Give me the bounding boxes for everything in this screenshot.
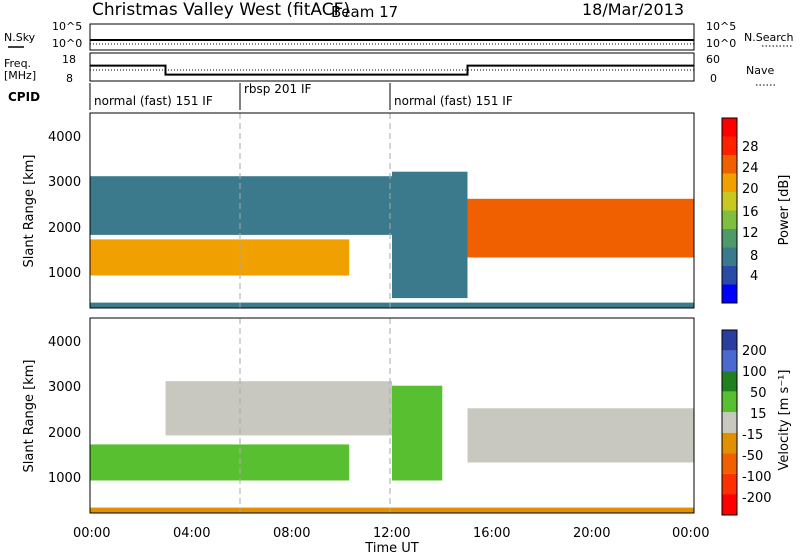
power-cbar-label: Power [dB] xyxy=(777,175,792,246)
velocity-heatmap xyxy=(90,318,694,513)
vel-cbar-cell xyxy=(722,330,737,351)
vel-cbar-tick-100: 100 xyxy=(742,365,767,380)
vel-cbar-cell xyxy=(722,473,737,495)
velocity-y-ticks: 4000 3000 2000 1000 xyxy=(48,335,81,486)
vel-cbar-cell xyxy=(722,412,737,433)
power-cbar-cell xyxy=(722,173,737,192)
x-axis-label: Time UT xyxy=(364,541,418,554)
power-ytick-1000: 1000 xyxy=(48,266,81,281)
velocity-band-2 xyxy=(392,385,443,481)
velocity-colorbar: 200 100 50 15 -15 -50 -100 -200 Velocity… xyxy=(721,329,792,516)
power-cbar-tick-8: 8 xyxy=(750,249,758,264)
noise-sky-label: N.Sky xyxy=(4,31,36,44)
power-cbar-tick-24: 24 xyxy=(742,161,759,176)
power-ytick-2000: 2000 xyxy=(48,221,81,236)
xtick-0000: 00:00 xyxy=(73,526,110,541)
power-cbar-cell xyxy=(722,266,737,285)
power-band-3 xyxy=(467,198,694,258)
freq-left-tick-bottom: 8 xyxy=(66,72,73,85)
vel-cbar-tick-m50: -50 xyxy=(742,449,763,464)
noise-search-label: N.Search xyxy=(744,31,794,44)
xtick-2400: 00:00 xyxy=(672,526,709,541)
vel-cbar-tick-50: 50 xyxy=(750,386,767,401)
cpid-segment-1: normal (fast) 151 IF xyxy=(94,94,213,108)
power-heatmap xyxy=(90,113,694,308)
power-panel: 4000 3000 2000 1000 Slant Range [km] xyxy=(22,112,695,309)
vel-cbar-cell xyxy=(722,432,737,454)
vel-cbar-cell xyxy=(722,494,737,515)
power-colorbar: 28 24 20 16 12 8 4 Power [dB] xyxy=(721,117,792,304)
cpid-segment-2: rbsp 201 IF xyxy=(244,82,311,96)
freq-panel: Freq. [MHz] 18 8 60 0 Nave xyxy=(4,52,776,86)
station-title: Christmas Valley West (fitACF) xyxy=(92,0,350,20)
power-cbar-cell xyxy=(722,155,737,174)
freq-series xyxy=(90,64,694,76)
vel-cbar-cell xyxy=(722,453,737,474)
vel-cbar-tick-200: 200 xyxy=(742,344,767,359)
vel-ytick-2000: 2000 xyxy=(48,426,81,441)
power-cbar-cell xyxy=(722,210,737,229)
power-cbar-tick-28: 28 xyxy=(742,140,759,155)
power-ytick-4000: 4000 xyxy=(48,130,81,145)
power-cbar-cell xyxy=(722,247,737,266)
date-label: 18/Mar/2013 xyxy=(582,0,684,19)
freq-right-tick-top: 60 xyxy=(706,53,720,66)
power-y-ticks: 4000 3000 2000 1000 xyxy=(48,130,81,281)
freq-left-tick-top: 18 xyxy=(62,53,76,66)
noise-panel: N.Sky 10^5 10^0 10^5 10^0 N.Search xyxy=(4,20,794,51)
xtick-1600: 16:00 xyxy=(473,526,510,541)
vel-ytick-3000: 3000 xyxy=(48,380,81,395)
velocity-band-0 xyxy=(90,444,350,481)
noise-left-tick-bottom: 10^0 xyxy=(52,37,82,50)
vel-cbar-tick-15: 15 xyxy=(750,407,767,422)
power-cbar-cell xyxy=(722,136,737,155)
freq-right-tick-bottom: 0 xyxy=(710,72,717,85)
power-cbar-tick-16: 16 xyxy=(742,205,759,220)
power-cbar-tick-12: 12 xyxy=(742,226,759,241)
noise-right-tick-top: 10^5 xyxy=(706,20,736,33)
power-cbar-tick-20: 20 xyxy=(742,182,759,197)
vel-cbar-tick-m100: -100 xyxy=(742,470,772,485)
vel-cbar-cell xyxy=(722,391,737,413)
power-band-2 xyxy=(392,171,468,299)
power-cbar-cell xyxy=(722,284,737,303)
xtick-1200: 12:00 xyxy=(373,526,410,541)
power-cbar-cell xyxy=(722,229,737,248)
cpid-panel: CPID normal (fast) 151 IF rbsp 201 IF no… xyxy=(8,82,513,110)
vel-cbar-label: Velocity [m s⁻¹] xyxy=(777,370,792,471)
power-cbar-tick-4: 4 xyxy=(750,269,758,284)
vel-cbar-tick-m200: -200 xyxy=(742,491,772,506)
noise-right-tick-bottom: 10^0 xyxy=(706,37,736,50)
noise-left-tick-top: 10^5 xyxy=(52,20,82,33)
xtick-2000: 20:00 xyxy=(573,526,610,541)
power-band-0 xyxy=(90,239,350,276)
power-ytick-3000: 3000 xyxy=(48,175,81,190)
xtick-0400: 04:00 xyxy=(173,526,210,541)
power-cbar-cell xyxy=(722,192,737,211)
nave-label: Nave xyxy=(746,64,774,77)
power-ylabel: Slant Range [km] xyxy=(22,155,37,268)
x-axis: 00:00 04:00 08:00 12:00 16:00 20:00 00:0… xyxy=(73,526,709,554)
velocity-panel: 4000 3000 2000 1000 Slant Range [km] xyxy=(22,317,695,514)
freq-label: Freq. xyxy=(4,57,31,70)
power-cbar-cell xyxy=(722,118,737,137)
velocity-band-3 xyxy=(467,408,694,463)
xtick-0800: 08:00 xyxy=(273,526,310,541)
velocity-band-1 xyxy=(165,381,392,436)
cpid-label: CPID xyxy=(8,90,40,104)
cpid-segment-3: normal (fast) 151 IF xyxy=(394,94,513,108)
vel-cbar-cell xyxy=(722,350,737,372)
power-band-4 xyxy=(90,302,694,308)
vel-ytick-1000: 1000 xyxy=(48,471,81,486)
vel-cbar-cell xyxy=(722,371,737,392)
vel-ytick-4000: 4000 xyxy=(48,335,81,350)
velocity-ylabel: Slant Range [km] xyxy=(22,360,37,473)
velocity-band-4 xyxy=(90,507,694,513)
freq-unit-label: [MHz] xyxy=(4,69,36,82)
power-band-1 xyxy=(90,176,392,235)
beam-label: Beam 17 xyxy=(331,3,398,21)
vel-cbar-tick-m15: -15 xyxy=(742,428,763,443)
